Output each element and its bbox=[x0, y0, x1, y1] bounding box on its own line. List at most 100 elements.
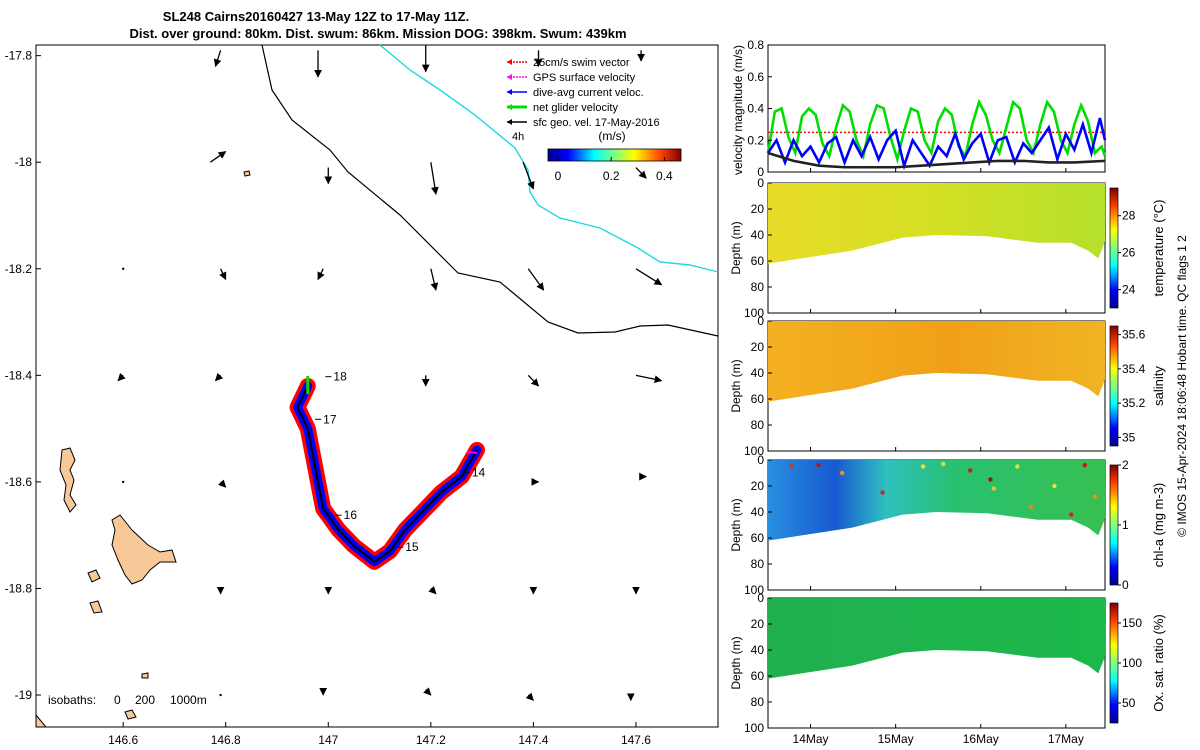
section-colorbar-tick-label: 1 bbox=[1122, 518, 1129, 532]
island-small-2 bbox=[89, 600, 103, 614]
section-colorbar bbox=[1109, 464, 1119, 586]
section-panel-temperature: 0 20 40 60 80 100 Depth (m) 24 26 28 temperature (… bbox=[729, 176, 1166, 320]
timeseries-y-tick-label: 0.6 bbox=[747, 70, 764, 84]
depth-tick-label: 100 bbox=[744, 721, 764, 735]
depth-tick-label: 40 bbox=[751, 505, 765, 519]
depth-tick-label: 60 bbox=[751, 392, 765, 406]
colorbar-gradient bbox=[547, 148, 682, 162]
chla-hotspot bbox=[880, 490, 885, 495]
map-x-ticks: 146.6 146.8 147 147.2 147.4 147.6 bbox=[108, 722, 651, 747]
map-y-tick-label: -18.8 bbox=[5, 581, 33, 595]
section-x-tick-label: 15May bbox=[878, 732, 914, 746]
depth-tick-label: 40 bbox=[751, 366, 765, 380]
section-colorbar-tick-label: 35.4 bbox=[1122, 362, 1146, 376]
day-label: 18 bbox=[333, 370, 347, 384]
section-colorbar bbox=[1109, 602, 1119, 724]
chla-hotspot bbox=[988, 477, 993, 482]
current-arrow bbox=[121, 267, 125, 270]
section-panel-oxygen: 0 20 40 60 80 100 Depth (m) 50 100 150 Ox. sat. ra… bbox=[729, 591, 1166, 735]
island-main bbox=[111, 514, 177, 585]
island-small-3 bbox=[124, 709, 137, 720]
section-x-ticks: 14May 15May 16May 17May bbox=[793, 309, 1084, 746]
current-arrow bbox=[317, 268, 325, 281]
section-ylabel: Depth (m) bbox=[729, 359, 743, 412]
chla-hotspot bbox=[991, 486, 996, 491]
current-arrow bbox=[209, 151, 227, 163]
timeseries-y-tick-label: 0.4 bbox=[747, 102, 764, 116]
chla-hotspot bbox=[789, 464, 794, 469]
map-x-tick-label: 147.6 bbox=[621, 733, 651, 747]
depth-tick-label: 80 bbox=[751, 557, 765, 571]
map-x-tick-label: 147.4 bbox=[518, 733, 548, 747]
isobath-legend: isobaths: 0 200 1000m bbox=[48, 693, 207, 707]
land-corner bbox=[35, 713, 48, 728]
timeseries-y-tick-label: 0.2 bbox=[747, 133, 764, 147]
section-colorbar-tick-label: 150 bbox=[1122, 616, 1142, 630]
island-small-4 bbox=[141, 672, 149, 679]
map-x-tick-label: 147.2 bbox=[416, 733, 446, 747]
chla-hotspot bbox=[1052, 483, 1057, 489]
colorbar-tick-label: 0.4 bbox=[656, 169, 673, 183]
depth-tick-label: 20 bbox=[751, 479, 765, 493]
legend-label: sfc geo. vel. 17-May-2016 bbox=[533, 117, 660, 129]
track-line bbox=[296, 385, 478, 563]
section-data-fill bbox=[768, 598, 1105, 679]
glider-track bbox=[289, 376, 485, 570]
island-small-1 bbox=[87, 569, 101, 583]
legend-label: net glider velocity bbox=[533, 102, 618, 114]
chla-hotspot bbox=[1028, 504, 1034, 509]
timeseries-y-tick-label: 0 bbox=[757, 165, 764, 179]
map-x-tick-label: 146.8 bbox=[211, 733, 241, 747]
section-ylabel: Depth (m) bbox=[729, 636, 743, 689]
isobath-legend-label: isobaths: bbox=[48, 693, 96, 707]
timeseries-series-line bbox=[767, 151, 1106, 169]
section-colorbar-tick-label: 26 bbox=[1122, 246, 1136, 260]
land-masses bbox=[35, 170, 251, 728]
section-colorbar-label: temperature (°C) bbox=[1151, 200, 1166, 297]
map-y-tick-label: -19 bbox=[15, 688, 33, 702]
legend-arrowhead bbox=[507, 89, 512, 95]
section-x-tick-label: 14May bbox=[793, 732, 829, 746]
depth-tick-label: 60 bbox=[751, 531, 765, 545]
current-arrow bbox=[430, 268, 439, 291]
section-data-fill bbox=[768, 183, 1105, 264]
velocity-timeseries-panel: 0 0.2 0.4 0.6 0.8 velocity magnitude (m/s) bbox=[731, 38, 1107, 179]
map-x-tick-label: 146.6 bbox=[108, 733, 138, 747]
chla-hotspot bbox=[1092, 494, 1098, 499]
legend-arrowhead bbox=[507, 104, 512, 110]
current-arrow bbox=[527, 374, 540, 387]
section-ylabel: Depth (m) bbox=[729, 221, 743, 274]
depth-tick-label: 80 bbox=[751, 280, 765, 294]
depth-tick-label: 20 bbox=[751, 617, 765, 631]
map-frame bbox=[35, 44, 719, 728]
timeseries-series bbox=[766, 98, 1107, 171]
isobath-200m bbox=[261, 44, 719, 337]
island-north bbox=[59, 447, 77, 513]
section-x-tick-label: 16May bbox=[963, 732, 999, 746]
section-colorbar-tick-label: 35.2 bbox=[1122, 396, 1146, 410]
current-arrow bbox=[428, 586, 437, 595]
depth-tick-label: 80 bbox=[751, 695, 765, 709]
legend-label: dive-avg current veloc. bbox=[533, 87, 644, 99]
section-colorbar-label: chl-a (mg m-3) bbox=[1151, 483, 1166, 568]
colorbar-unit: (m/s) bbox=[598, 129, 625, 143]
depth-tick-label: 60 bbox=[751, 669, 765, 683]
current-arrow bbox=[423, 687, 432, 696]
section-colorbar-tick-label: 35.6 bbox=[1122, 328, 1146, 342]
figure-title-line1: SL248 Cairns20160427 13-May 12Z to 17-Ma… bbox=[163, 9, 469, 24]
depth-tick-label: 0 bbox=[757, 176, 764, 190]
map-y-ticks: -17.8 -18 -18.2 -18.4 -18.6 -18.8 -19 bbox=[5, 49, 41, 702]
isobath-200: 200 bbox=[135, 693, 155, 707]
section-panel-chla: 0 20 40 60 80 100 Depth (m) 0 1 2 chl-a (mg m-3) bbox=[729, 453, 1166, 597]
depth-tick-label: 0 bbox=[757, 314, 764, 328]
isobath-1000m bbox=[379, 44, 719, 273]
section-colorbar-tick-label: 100 bbox=[1122, 656, 1142, 670]
section-colorbar bbox=[1109, 187, 1119, 309]
current-arrow bbox=[214, 372, 224, 382]
section-colorbar-label: salinity bbox=[1151, 366, 1166, 406]
section-colorbar-label: Ox. sat. ratio (%) bbox=[1151, 614, 1166, 712]
section-colorbar-tick-label: 35 bbox=[1122, 430, 1136, 444]
depth-tick-label: 40 bbox=[751, 228, 765, 242]
